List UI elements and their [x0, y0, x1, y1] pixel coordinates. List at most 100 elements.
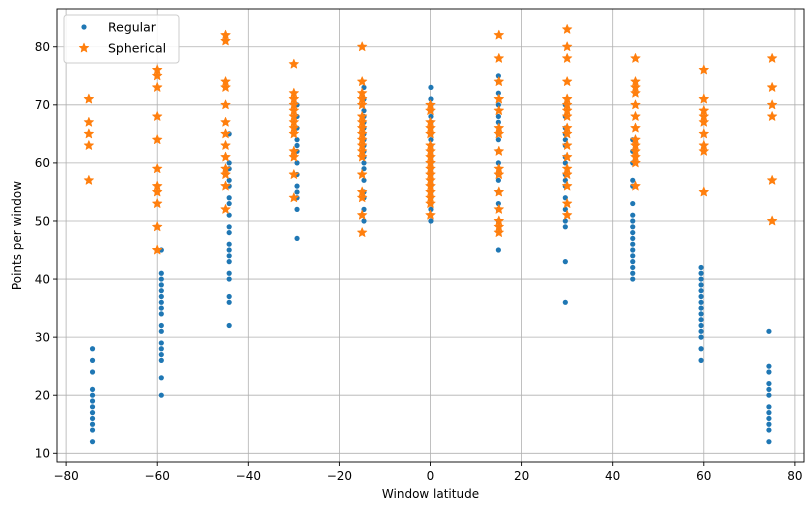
data-point-spherical: [630, 76, 641, 86]
data-point-regular: [89, 369, 96, 375]
data-point-regular: [89, 415, 96, 422]
data-point-spherical: [562, 122, 573, 133]
data-point-regular: [495, 200, 501, 207]
data-point-spherical: [493, 93, 504, 104]
y-tick-label: 10: [35, 447, 50, 461]
data-point-spherical: [562, 128, 573, 139]
data-point-spherical: [152, 221, 163, 232]
data-point-spherical: [288, 192, 299, 203]
data-point-spherical: [425, 209, 436, 220]
data-point-regular: [158, 305, 164, 311]
data-point-regular: [630, 253, 636, 259]
data-point-regular: [698, 293, 704, 300]
data-point-spherical: [630, 140, 641, 150]
data-point-spherical: [698, 111, 709, 121]
data-point-regular: [495, 247, 501, 253]
data-point-spherical: [425, 105, 436, 115]
data-point-regular: [158, 351, 164, 358]
data-point-spherical: [698, 105, 709, 115]
data-point-regular: [226, 259, 232, 265]
x-axis-label: Window latitude: [382, 487, 479, 501]
data-point-regular: [428, 84, 434, 91]
data-point-spherical: [562, 163, 573, 174]
data-point-regular: [698, 357, 704, 363]
data-point-regular: [226, 247, 232, 253]
data-point-spherical: [220, 180, 231, 191]
data-point-spherical: [357, 116, 368, 127]
data-point-regular: [89, 392, 96, 398]
data-point-spherical: [83, 116, 94, 127]
data-point-spherical: [83, 140, 94, 150]
data-point-spherical: [630, 87, 641, 98]
data-point-spherical: [152, 70, 163, 81]
data-point-regular: [158, 346, 164, 352]
data-point-regular: [158, 375, 164, 381]
data-point-regular: [361, 177, 367, 183]
x-tick-label: 80: [787, 469, 802, 483]
data-point-regular: [495, 102, 501, 108]
data-point-spherical: [357, 134, 368, 145]
data-point-spherical: [357, 99, 368, 110]
data-point-spherical: [562, 105, 573, 115]
data-point-spherical: [220, 128, 231, 139]
data-point-spherical: [493, 186, 504, 197]
data-point-regular: [226, 270, 232, 276]
data-point-spherical: [220, 82, 231, 92]
data-point-spherical: [425, 140, 436, 150]
data-point-spherical: [698, 64, 709, 75]
data-point-spherical: [83, 175, 94, 185]
data-point-spherical: [493, 128, 504, 139]
data-point-regular: [698, 276, 704, 282]
data-point-spherical: [493, 204, 504, 214]
data-point-regular: [89, 439, 96, 445]
data-point-spherical: [152, 111, 163, 121]
data-point-spherical: [357, 111, 368, 121]
data-point-regular: [630, 212, 636, 218]
data-point-regular: [495, 177, 501, 183]
data-point-regular: [766, 392, 772, 398]
data-point-regular: [495, 137, 501, 143]
data-point-spherical: [288, 105, 299, 115]
data-point-spherical: [288, 116, 299, 127]
data-point-regular: [89, 421, 96, 427]
data-point-spherical: [493, 215, 504, 226]
data-point-regular: [630, 224, 636, 230]
plot-points: [83, 24, 778, 445]
data-point-spherical: [288, 87, 299, 98]
data-point-spherical: [562, 93, 573, 104]
data-point-regular: [495, 119, 501, 125]
axis-ticks: −80 −60 −40 −20 0 20 40 60 80 10 20 30 40 50 60 70 80: [35, 40, 803, 483]
data-point-spherical: [493, 145, 504, 156]
data-point-regular: [428, 113, 434, 120]
data-point-regular: [294, 137, 300, 143]
data-point-spherical: [562, 41, 573, 52]
data-point-regular: [226, 177, 232, 183]
data-point-regular: [562, 218, 568, 224]
y-tick-label: 40: [35, 272, 50, 286]
data-point-regular: [361, 160, 367, 166]
y-tick-label: 50: [35, 214, 50, 228]
data-point-spherical: [562, 169, 573, 179]
data-point-spherical: [357, 76, 368, 86]
data-point-regular: [698, 346, 704, 352]
data-point-regular: [766, 415, 772, 422]
x-tick-label: −80: [53, 469, 78, 483]
data-point-regular: [562, 259, 568, 265]
series-spherical: [83, 24, 778, 255]
data-point-regular: [89, 346, 96, 352]
data-point-regular: [698, 317, 704, 323]
data-point-regular: [495, 73, 501, 79]
data-point-spherical: [357, 151, 368, 162]
data-point-spherical: [493, 122, 504, 133]
data-point-spherical: [493, 29, 504, 40]
data-point-regular: [766, 363, 772, 369]
x-tick-label: −20: [327, 469, 352, 483]
data-point-regular: [630, 218, 636, 224]
data-point-spherical: [630, 82, 641, 92]
data-point-regular: [562, 224, 568, 230]
data-point-spherical: [288, 58, 299, 69]
data-point-regular: [766, 380, 772, 387]
data-point-spherical: [288, 99, 299, 110]
data-point-regular: [630, 264, 636, 271]
